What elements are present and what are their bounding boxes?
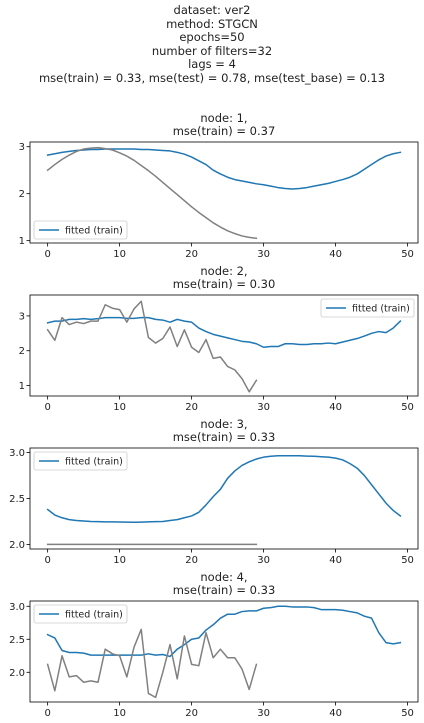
legend-box — [33, 451, 128, 471]
x-tick-label: 0 — [44, 555, 50, 566]
y-tick-label: 1 — [19, 236, 25, 247]
subplot-title: mse(train) = 0.30 — [173, 277, 276, 291]
fitted-line — [46, 316, 402, 348]
y-tick-label: 2.5 — [9, 635, 25, 646]
x-tick-label: 0 — [44, 708, 50, 719]
axes-frame — [29, 294, 419, 397]
legend-box — [33, 604, 128, 624]
y-tick-label: 2.5 — [9, 494, 25, 505]
x-tick-label: 50 — [401, 708, 414, 719]
subplot-title: mse(train) = 0.33 — [173, 430, 276, 444]
subplot-title: node: 3, — [200, 417, 247, 431]
legend-label: fitted (train) — [65, 226, 123, 237]
subplot-title: node: 4, — [200, 570, 247, 584]
subplot-node-4: node: 4,mse(train) = 0.33 0 10 20 30 40 50 2.0 2… — [9, 570, 419, 719]
legend: fitted (train) — [320, 298, 415, 318]
subplot-title: mse(train) = 0.37 — [173, 124, 276, 138]
x-tick-label: 30 — [257, 249, 270, 260]
subplot-node-3: node: 3,mse(train) = 0.33 0 10 20 30 40 50 2.0 2… — [9, 417, 419, 566]
subplot-title: mse(train) = 0.33 — [173, 583, 276, 597]
legend: fitted (train) — [33, 220, 128, 240]
y-tick-label: 3 — [19, 142, 25, 153]
x-tick-label: 20 — [185, 402, 198, 413]
x-tick-label: 20 — [185, 555, 198, 566]
figure-suptitle: dataset: ver2 method: STGCN epochs=50 nu… — [0, 3, 424, 86]
axes-frame — [29, 141, 419, 244]
x-tick-label: 50 — [401, 249, 414, 260]
suptitle-line: method: STGCN — [166, 16, 258, 31]
y-tick-label: 2.0 — [9, 540, 25, 551]
subplot-node-1: node: 1,mse(train) = 0.37 0 10 20 30 40 50 1 2 3 f… — [19, 111, 419, 260]
legend-label: fitted (train) — [352, 304, 410, 315]
y-tick-label: 2 — [19, 189, 25, 200]
legend: fitted (train) — [33, 604, 128, 624]
legend-label: fitted (train) — [65, 457, 123, 468]
suptitle-line: number of filters=32 — [151, 43, 273, 58]
x-tick-label: 20 — [185, 708, 198, 719]
suptitle-line: dataset: ver2 — [173, 3, 251, 17]
x-tick-label: 30 — [257, 708, 270, 719]
x-tick-label: 40 — [329, 249, 342, 260]
x-tick-label: 0 — [44, 402, 50, 413]
observed-line — [46, 300, 258, 393]
y-tick-label: 3.0 — [9, 602, 25, 613]
x-tick-label: 10 — [113, 402, 126, 413]
x-tick-label: 40 — [329, 402, 342, 413]
subplot-title: node: 1, — [200, 111, 247, 125]
x-tick-label: 30 — [257, 555, 270, 566]
y-tick-label: 2.0 — [9, 668, 25, 679]
y-tick-label: 2 — [19, 346, 25, 357]
legend-box — [33, 220, 128, 240]
observed-line — [46, 146, 258, 240]
x-tick-label: 30 — [257, 402, 270, 413]
y-tick-label: 1 — [19, 381, 25, 392]
legend: fitted (train) — [33, 451, 128, 471]
x-tick-label: 10 — [113, 708, 126, 719]
y-tick-label: 3.0 — [9, 448, 25, 459]
subplot-node-2: node: 2,mse(train) = 0.30 0 10 20 30 40 50 1 2 3 f… — [19, 264, 419, 413]
observed-line — [46, 628, 258, 699]
x-tick-label: 10 — [113, 555, 126, 566]
suptitle-line: mse(train) = 0.33, mse(test) = 0.78, mse… — [38, 70, 386, 85]
y-tick-label: 3 — [19, 311, 25, 322]
x-tick-label: 40 — [329, 555, 342, 566]
axes-frame — [29, 600, 419, 703]
subplot-title: node: 2, — [200, 264, 247, 278]
x-tick-label: 50 — [401, 402, 414, 413]
x-tick-label: 10 — [113, 249, 126, 260]
fitted-line — [46, 455, 402, 523]
suptitle-line: epochs=50 — [179, 30, 245, 45]
legend-label: fitted (train) — [65, 610, 123, 621]
suptitle-line: lags = 4 — [188, 57, 236, 72]
fitted-line — [46, 148, 402, 190]
x-tick-label: 40 — [329, 708, 342, 719]
x-tick-label: 50 — [401, 555, 414, 566]
fitted-line — [46, 605, 402, 658]
legend-box — [320, 298, 415, 318]
x-tick-label: 20 — [185, 249, 198, 260]
x-tick-label: 0 — [44, 249, 50, 260]
